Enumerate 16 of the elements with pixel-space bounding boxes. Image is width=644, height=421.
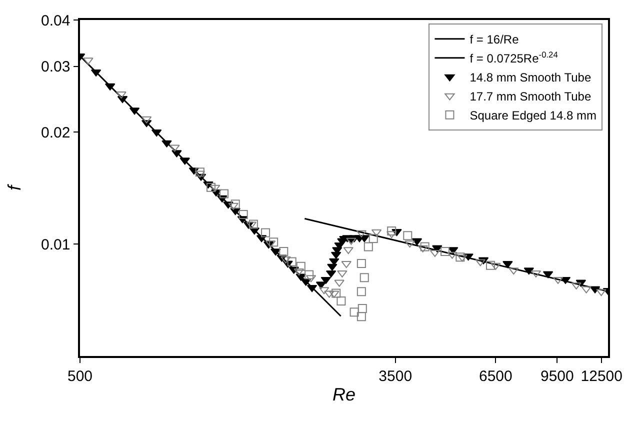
y-tick-label: 0.02 [41,124,70,142]
legend-label: f = 0.0725Re$^{-0.24}$ [470,50,558,66]
x-tick-label: 500 [67,368,93,385]
x-tick-label: 9500 [540,368,574,385]
legend-label: f = 16/Re [470,32,520,47]
y-axis-title: f [4,184,25,191]
y-tick-label: 0.01 [41,236,70,254]
y-tick-label: 0.03 [41,58,70,76]
x-tick-label: 6500 [478,368,512,385]
x-axis-title: Re [332,384,356,404]
x-tick-label: 3500 [378,368,412,385]
legend-label: Square Edged 14.8 mm [470,108,596,123]
legend-label: 14.8 mm Smooth Tube [470,70,592,85]
y-tick-label: 0.04 [41,12,70,30]
x-tick-label: 12500 [580,368,622,385]
legend-label: 17.7 mm Smooth Tube [470,90,592,104]
